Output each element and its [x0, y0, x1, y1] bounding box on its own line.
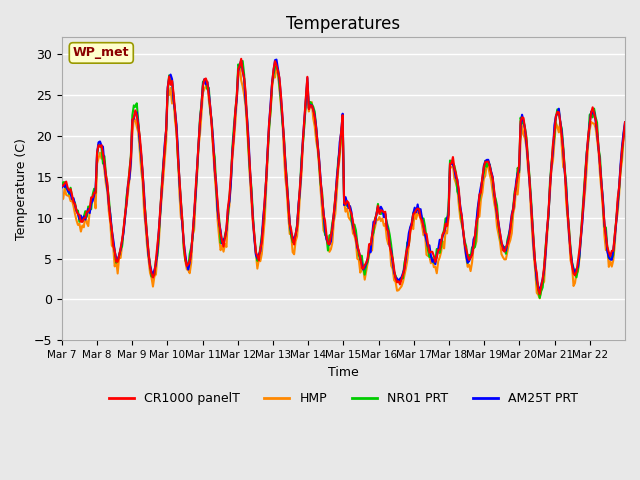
Legend: CR1000 panelT, HMP, NR01 PRT, AM25T PRT: CR1000 panelT, HMP, NR01 PRT, AM25T PRT [104, 387, 583, 410]
X-axis label: Time: Time [328, 366, 359, 379]
Title: Temperatures: Temperatures [286, 15, 401, 33]
Text: WP_met: WP_met [73, 47, 129, 60]
Y-axis label: Temperature (C): Temperature (C) [15, 138, 28, 240]
